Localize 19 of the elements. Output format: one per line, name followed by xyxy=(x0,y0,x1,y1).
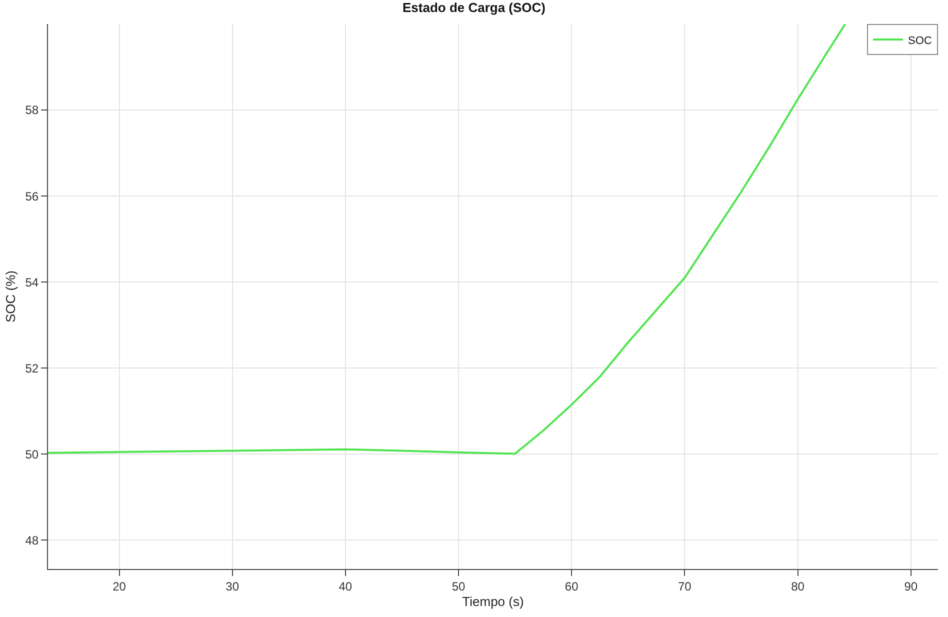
x-tick-label: 50 xyxy=(452,579,466,594)
x-tick-label: 90 xyxy=(904,579,918,594)
y-tick-label: 54 xyxy=(25,275,39,290)
y-axis-title: SOC (%) xyxy=(3,270,18,322)
x-tick-label: 40 xyxy=(338,579,352,594)
legend-label: SOC xyxy=(908,34,932,47)
x-tick-label: 80 xyxy=(791,579,805,594)
x-tick-label: 70 xyxy=(678,579,692,594)
x-tick-label: 20 xyxy=(112,579,126,594)
y-tick-label: 50 xyxy=(25,447,39,462)
y-tick-label: 48 xyxy=(25,533,39,548)
y-tick-label: 56 xyxy=(25,189,39,204)
chart-title: Estado de Carga (SOC) xyxy=(402,0,546,16)
y-tick-label: 52 xyxy=(25,361,39,376)
x-tick-label: 30 xyxy=(226,579,240,594)
x-tick-label: 60 xyxy=(564,579,579,594)
line-series xyxy=(48,24,846,455)
x-axis-title: Tiempo (s) xyxy=(462,594,524,609)
y-tick-label: 58 xyxy=(25,103,39,118)
